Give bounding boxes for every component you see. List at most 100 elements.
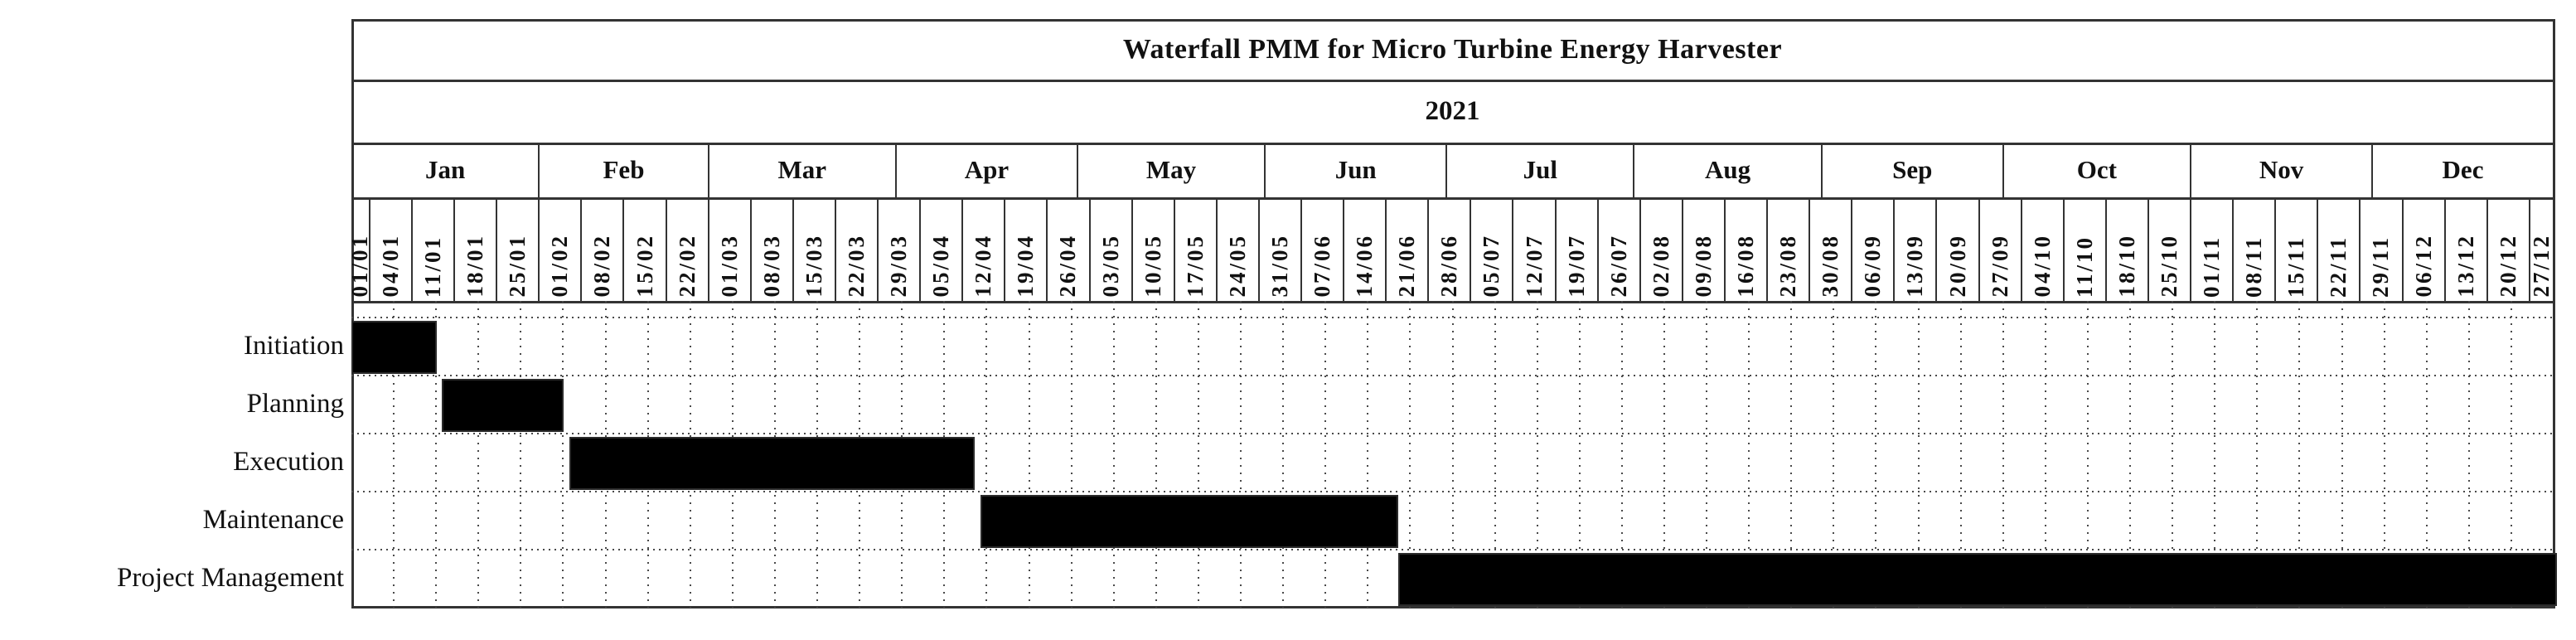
week-cell-21-06: 21/06 [1386, 197, 1428, 301]
task-bar-maintenance [981, 495, 1399, 548]
grid-vline-dotted [2044, 301, 2046, 608]
table-bottom-border [351, 606, 2555, 608]
week-start-date-label: 12/04 [971, 234, 996, 298]
grid-vline-dotted [2129, 301, 2132, 608]
week-divider-line [2062, 197, 2065, 301]
month-label: Feb [603, 155, 645, 184]
week-cell-22-02: 22/02 [666, 197, 709, 301]
week-cell-18-01: 18/01 [454, 197, 496, 301]
week-cell-29-11: 29/11 [2360, 197, 2402, 301]
week-divider-line [1766, 197, 1769, 301]
grid-hline-dotted [351, 375, 2554, 376]
week-start-date-label: 01/03 [716, 234, 742, 298]
week-divider-line [1215, 197, 1218, 301]
week-start-date-label: 23/08 [1775, 234, 1801, 298]
month-cell-jan: Jan [351, 143, 539, 197]
week-cell-01-03: 01/03 [709, 197, 751, 301]
month-divider-line [894, 143, 897, 197]
week-cell-30-08: 30/08 [1809, 197, 1852, 301]
month-cell-may: May [1077, 143, 1265, 197]
table-row-border [351, 197, 2555, 200]
week-cell-11-01: 11/01 [412, 197, 454, 301]
week-start-date-label: 25/10 [2156, 234, 2181, 298]
week-start-date-label: 08/11 [2241, 235, 2267, 298]
week-cell-07-06: 07/06 [1301, 197, 1344, 301]
week-cell-10-05: 10/05 [1132, 197, 1174, 301]
week-cell-31-05: 31/05 [1259, 197, 1301, 301]
grid-vline-dotted [520, 301, 522, 608]
week-start-date-label: 15/11 [2283, 235, 2309, 298]
week-divider-line [1046, 197, 1048, 301]
week-cell-08-02: 08/02 [581, 197, 623, 301]
task-bar-project-management [1397, 553, 2557, 606]
month-cell-oct: Oct [2003, 143, 2191, 197]
week-divider-line [368, 197, 370, 301]
grid-vline-dotted [435, 301, 438, 608]
week-divider-line [2232, 197, 2235, 301]
grid-vline-dotted [1748, 301, 1750, 608]
week-cell-09-08: 09/08 [1683, 197, 1725, 301]
week-cell-02-08: 02/08 [1640, 197, 1683, 301]
week-start-date-label: 07/06 [1310, 234, 1335, 298]
month-label: Jul [1523, 155, 1557, 184]
week-start-date-label: 14/06 [1352, 234, 1378, 298]
month-label: Jun [1334, 155, 1377, 184]
grid-vline-dotted [1917, 301, 1920, 608]
week-divider-line [1893, 197, 1896, 301]
grid-vline-dotted [2002, 301, 2004, 608]
week-divider-line [665, 197, 667, 301]
task-row-label-planning: Planning [246, 388, 344, 419]
week-cell-06-09: 06/09 [1852, 197, 1894, 301]
week-start-date-label: 15/03 [801, 234, 826, 298]
week-divider-line [1470, 197, 1472, 301]
table-row-border [351, 301, 2555, 303]
month-label: Jan [425, 155, 466, 184]
week-start-date-label: 18/01 [462, 234, 488, 298]
week-divider-line [1681, 197, 1683, 301]
week-start-date-label: 13/12 [2453, 234, 2478, 298]
month-divider-line [707, 143, 709, 197]
month-cell-sep: Sep [1822, 143, 2003, 197]
week-cell-05-07: 05/07 [1470, 197, 1513, 301]
week-start-date-label: 31/05 [1266, 234, 1292, 298]
grid-vline-dotted [1240, 301, 1242, 608]
grid-vline-dotted [1070, 301, 1073, 608]
week-start-date-label: 21/06 [1394, 234, 1420, 298]
week-divider-line [538, 197, 540, 301]
week-cell-01-11: 01/11 [2191, 197, 2233, 301]
week-start-date-label: 03/05 [1097, 234, 1123, 298]
week-start-date-label: 29/11 [2368, 235, 2394, 298]
week-start-date-label: 19/07 [1563, 234, 1589, 298]
week-start-date-label: 05/07 [1479, 234, 1504, 298]
grid-hline-dotted [351, 549, 2554, 550]
grid-vline-dotted [1620, 301, 1623, 608]
week-cell-05-04: 05/04 [920, 197, 962, 301]
grid-vline-dotted [1112, 301, 1115, 608]
week-cell-15-02: 15/02 [623, 197, 666, 301]
month-label: May [1145, 155, 1197, 184]
week-divider-line [496, 197, 498, 301]
table-row-border [351, 143, 2555, 145]
week-cell-13-09: 13/09 [1894, 197, 1936, 301]
week-cell-26-04: 26/04 [1047, 197, 1089, 301]
week-start-date-label: 19/04 [1013, 234, 1039, 298]
task-row-label-initiation: Initiation [244, 330, 344, 361]
week-divider-line [580, 197, 583, 301]
month-cell-feb: Feb [539, 143, 708, 197]
grid-vline-dotted [1578, 301, 1581, 608]
week-cell-03-05: 03/05 [1090, 197, 1132, 301]
week-start-date-label: 11/01 [420, 235, 446, 298]
week-divider-line [1427, 197, 1430, 301]
month-divider-line [538, 143, 540, 197]
week-divider-line [1851, 197, 1853, 301]
week-cell-16-08: 16/08 [1725, 197, 1767, 301]
week-cell-08-11: 08/11 [2233, 197, 2275, 301]
week-divider-line [2104, 197, 2107, 301]
week-divider-line [1978, 197, 1980, 301]
week-start-date-label: 17/05 [1182, 234, 1208, 298]
week-divider-line [877, 197, 879, 301]
month-label: Mar [777, 155, 827, 184]
year-label: 2021 [1425, 95, 1480, 126]
week-divider-line [834, 197, 836, 301]
month-label: Aug [1705, 155, 1751, 184]
